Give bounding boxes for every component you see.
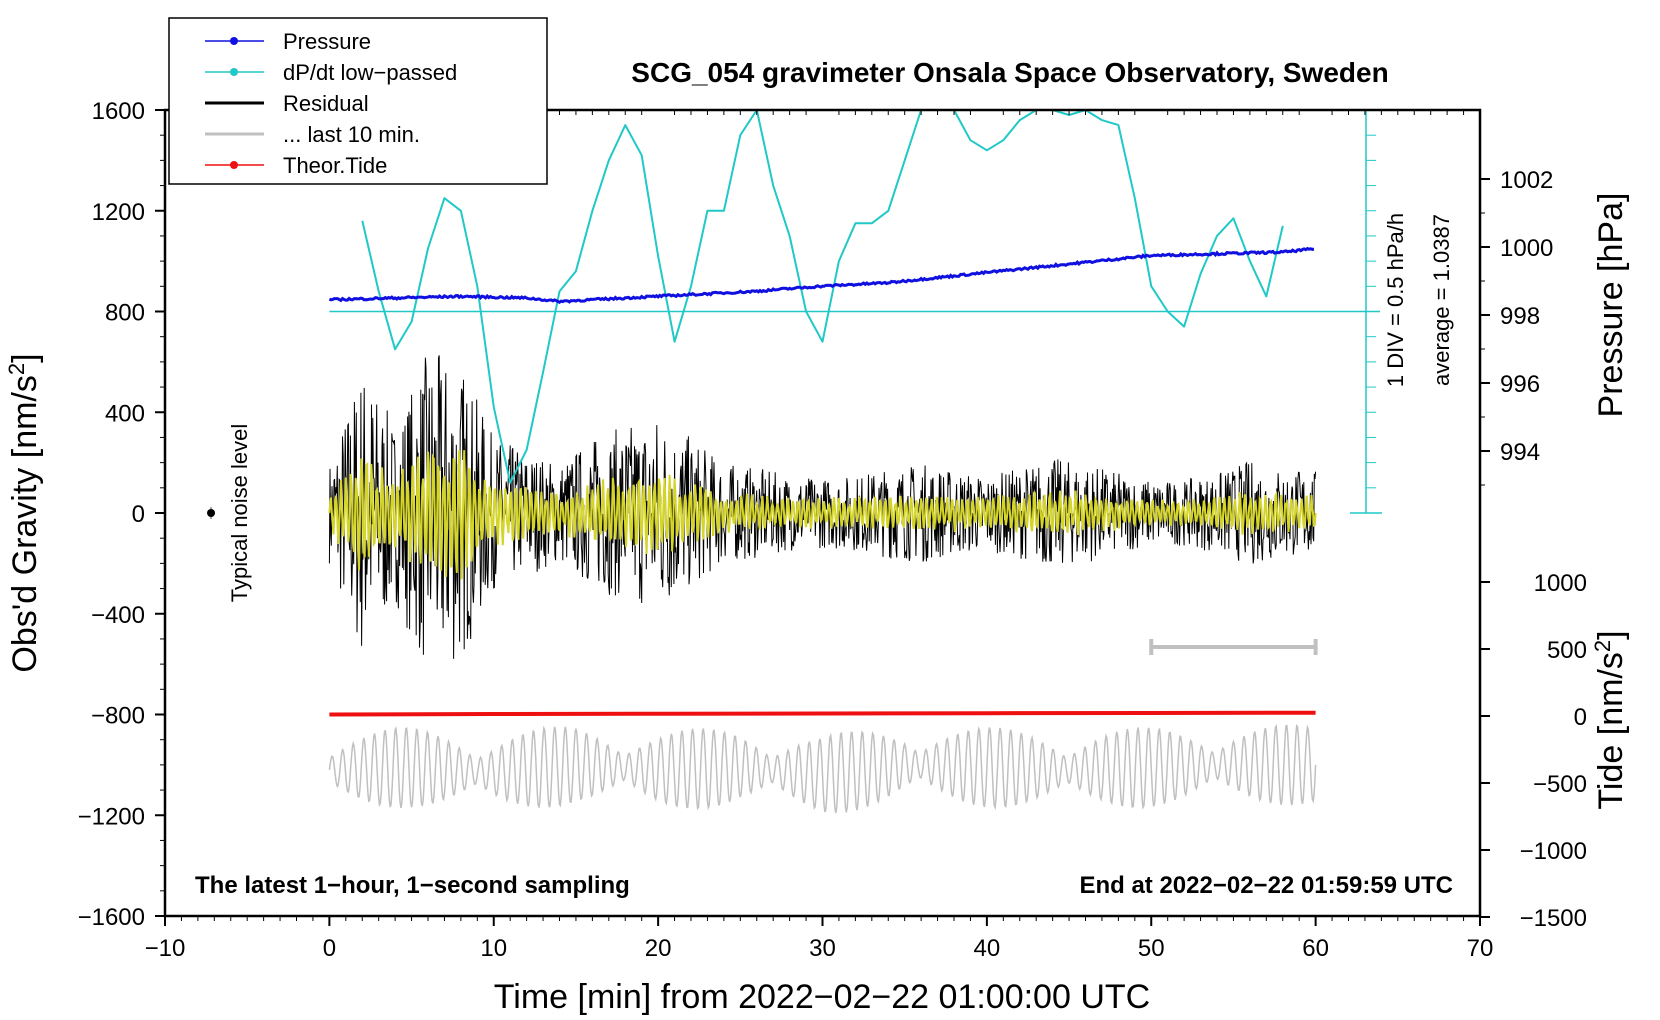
legend-label: Pressure — [283, 29, 371, 54]
dpdt-average-label: average = 1.0387 — [1429, 214, 1454, 386]
legend-label: Residual — [283, 91, 369, 116]
legend-box — [168, 17, 548, 185]
legend-label: ... last 10 min. — [283, 122, 420, 147]
pressure-tick-label: 1000 — [1500, 235, 1553, 262]
footer-left-note: The latest 1−hour, 1−second sampling — [195, 872, 630, 899]
y-tick-label: 0 — [132, 501, 145, 528]
pressure-tick-label: 994 — [1500, 439, 1540, 466]
tide-tick-label: −500 — [1533, 771, 1587, 798]
pressure-tick-label: 998 — [1500, 303, 1540, 330]
y-tick-label: 1200 — [92, 199, 145, 226]
x-tick-label: −10 — [145, 935, 186, 962]
y-tick-label: −1600 — [78, 904, 145, 931]
legend-label: Theor.Tide — [283, 153, 387, 178]
x-tick-label: 50 — [1138, 935, 1165, 962]
x-tick-label: 60 — [1302, 935, 1329, 962]
tide-tick-label: −1000 — [1520, 838, 1587, 865]
footer-right-note: End at 2022−02−22 01:59:59 UTC — [1079, 872, 1453, 899]
legend: Pressure dP/dt low−passed Residual ... last… — [168, 17, 548, 185]
x-tick-label: 70 — [1467, 935, 1494, 962]
legend-label: dP/dt low−passed — [283, 60, 457, 85]
pressure-axis-label: Pressure [hPa] — [1592, 193, 1630, 418]
series-layer — [207, 109, 1382, 814]
noise-level-label: Typical noise level — [227, 424, 252, 603]
y-tick-label: −800 — [91, 703, 145, 730]
y-axis-label-main: Obs'd Gravity [nm/s — [6, 375, 44, 672]
tide-axis-label: Tide [nm/s2] — [1590, 630, 1630, 809]
pressure-line — [328, 246, 1315, 305]
x-tick-label: 0 — [323, 935, 336, 962]
pressure-tick-label: 1002 — [1500, 167, 1553, 194]
x-tick-label: 20 — [645, 935, 672, 962]
noise-level-marker — [207, 509, 216, 517]
chart-title: SCG_054 gravimeter Onsala Space Observat… — [631, 57, 1388, 88]
y-axis-label: Obs'd Gravity [nm/s2] — [4, 353, 44, 672]
residual-smoothed-line — [328, 450, 1317, 580]
dpdt-line — [361, 109, 1284, 484]
y-tick-label: −1200 — [78, 803, 145, 830]
last-10-min-line — [328, 724, 1317, 814]
y-tick-label: 1600 — [92, 98, 145, 125]
y-tick-label: −400 — [91, 602, 145, 629]
y-tick-label: 400 — [105, 400, 145, 427]
axis-layer: −10 0 10 20 30 40 50 60 70 1600 1200 800 400 0 −400 −80… — [78, 98, 1587, 962]
theoretical-tide-line — [329, 710, 1316, 717]
tide-tick-label: 1000 — [1534, 570, 1587, 597]
x-tick-label: 10 — [480, 935, 507, 962]
tide-axis-label-close: ] — [1592, 630, 1630, 639]
dpdt-div-label: 1 DIV = 0.5 hPa/h — [1383, 213, 1408, 387]
tide-tick-label: −1500 — [1520, 905, 1587, 932]
x-tick-label: 40 — [974, 935, 1001, 962]
y-axis-label-close: ] — [6, 353, 44, 362]
legend-marker — [230, 68, 238, 76]
legend-marker — [230, 37, 238, 45]
x-tick-label: 30 — [809, 935, 836, 962]
tide-axis-label-sup: 2 — [1590, 640, 1615, 652]
tide-axis-label-main: Tide [nm/s — [1592, 652, 1630, 809]
pressure-tick-label: 996 — [1500, 371, 1540, 398]
tide-tick-label: 500 — [1547, 637, 1587, 664]
y-axis-label-sup: 2 — [4, 363, 29, 375]
y-tick-label: 800 — [105, 300, 145, 327]
legend-marker — [230, 161, 238, 169]
x-axis-label: Time [min] from 2022−02−22 01:00:00 UTC — [494, 978, 1150, 1016]
tide-tick-label: 0 — [1574, 704, 1587, 731]
